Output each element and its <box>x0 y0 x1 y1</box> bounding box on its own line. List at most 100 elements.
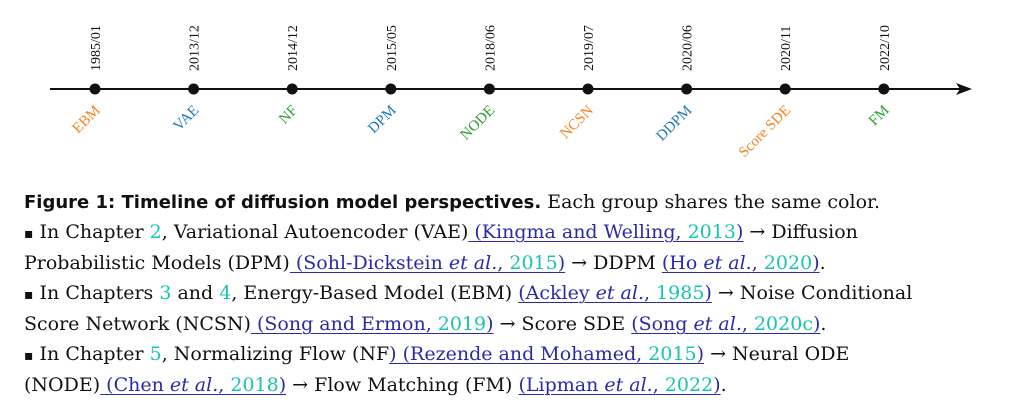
caption-text: . <box>819 252 826 274</box>
citation-song-link[interactable]: (Song et al., 2020c) <box>631 313 820 335</box>
caption-text: Probabilistic Models (DPM) <box>24 252 290 274</box>
caption-summary: Each group shares the same color. <box>541 191 881 213</box>
citation-year: 1985 <box>656 281 705 304</box>
citation-year: 2020c <box>753 313 813 335</box>
citation-year: 2019 <box>437 313 487 335</box>
timeline-event-dot <box>681 83 693 95</box>
citation-authors: (Sohl-Dickstein <box>289 252 449 274</box>
timeline-event-dot <box>779 83 791 95</box>
citation-authors: (Song <box>631 313 694 335</box>
timeline-event-dot <box>286 83 298 95</box>
timeline-event-dot <box>582 83 594 95</box>
timeline-model-label: EBM <box>70 103 104 137</box>
chapter-ref-link[interactable]: 2 <box>149 220 162 243</box>
caption-line-1: Figure 1: Timeline of diffusion model pe… <box>24 188 1009 218</box>
citation-chen-link[interactable]: (Chen et al., 2018) <box>100 374 286 396</box>
timeline-arrowhead <box>956 83 972 95</box>
timeline-date-label: 2020/11 <box>779 26 794 71</box>
timeline-event-dot <box>188 83 200 95</box>
citation-close: ) <box>486 313 494 335</box>
figure-label: Figure 1: Timeline of diffusion model pe… <box>24 192 542 213</box>
citation-authors: (Ackley <box>518 281 596 304</box>
caption-text: Score Network (NCSN) <box>24 313 251 335</box>
timeline-date-label: 2018/06 <box>483 25 498 71</box>
citation-close: ) <box>713 374 721 396</box>
citation-year: 2013 <box>687 220 736 243</box>
timeline-figure: 1985/01 EBM 2013/12 VAE 2014/12 NF 2015/05 DPM 2… <box>50 25 972 161</box>
caption-text: → Score SDE <box>493 313 632 335</box>
citation-etal: et al. <box>604 374 653 396</box>
citation-year: 2020 <box>763 252 813 274</box>
citation-sep: , <box>652 374 665 396</box>
citation-sep: , <box>741 313 754 335</box>
timeline-date-label: 2019/07 <box>582 25 597 71</box>
citation-close: ) <box>696 342 705 365</box>
caption-text: (NODE) <box>24 374 101 396</box>
citation-song-ermon-link[interactable]: (Song and Ermon, 2019) <box>251 313 494 335</box>
chapter-ref-link[interactable]: 5 <box>149 342 162 365</box>
timeline-date-label: 2020/06 <box>681 25 696 71</box>
citation-authors: ) (Rezende and Mohamed, <box>389 342 649 365</box>
citation-etal: et al. <box>703 252 752 274</box>
citation-sep: , <box>751 252 764 274</box>
citation-close: ) <box>557 252 566 274</box>
citation-kingma-welling-link[interactable]: (Kingma and Welling, 2013) <box>468 221 743 243</box>
caption-text: → Flow Matching (FM) <box>286 374 519 396</box>
citation-ho-link[interactable]: (Ho et al., 2020) <box>662 252 820 274</box>
timeline-event-dot <box>483 83 495 95</box>
timeline-model-label: VAE <box>171 103 203 135</box>
citation-authors: (Lipman <box>518 374 605 396</box>
caption-text: . <box>820 313 827 335</box>
citation-authors: (Song and Ermon, <box>250 313 438 335</box>
citation-etal: et al. <box>693 313 742 335</box>
citation-ackley-link[interactable]: (Ackley et al., 1985) <box>518 282 712 304</box>
figure-caption: Figure 1: Timeline of diffusion model pe… <box>24 188 1009 401</box>
citation-year: 2015 <box>648 342 697 365</box>
caption-text: → Diffusion <box>743 220 858 243</box>
caption-text: In Chapter <box>33 220 150 243</box>
citation-authors: (Ho <box>661 252 704 274</box>
citation-sohl-dickstein-link[interactable]: (Sohl-Dickstein et al., 2015) <box>290 252 565 274</box>
caption-text: , Normalizing Flow (NF <box>161 342 390 365</box>
citation-sep: , <box>644 281 657 304</box>
caption-text: , Energy-Based Model (EBM) <box>231 281 519 304</box>
caption-text: and <box>171 281 220 304</box>
timeline-event-dot <box>385 83 397 95</box>
citation-year: 2015 <box>509 252 558 274</box>
chapter-ref-link[interactable]: 3 <box>159 281 172 304</box>
caption-text: In Chapters <box>33 281 160 304</box>
timeline-model-label: NODE <box>457 103 498 144</box>
citation-sep: , <box>497 252 510 274</box>
timeline-model-label: DPM <box>365 103 399 137</box>
timeline-event-dot <box>878 83 890 95</box>
caption-text: → Neural ODE <box>704 342 850 365</box>
timeline-date-label: 2022/10 <box>878 25 893 71</box>
caption-text: → DDPM <box>565 252 662 274</box>
citation-etal: et al. <box>595 281 644 304</box>
citation-close: ) <box>278 374 287 396</box>
citation-year: 2018 <box>230 374 279 396</box>
citation-close: ) <box>735 220 744 243</box>
timeline-date-label: 2014/12 <box>286 25 301 71</box>
citation-close: ) <box>812 313 821 335</box>
citation-lipman-link[interactable]: (Lipman et al., 2022) <box>518 374 720 396</box>
caption-line-4: ▪ In Chapters 3 and 4, Energy-Based Mode… <box>24 279 1009 311</box>
timeline-date-label: 2013/12 <box>188 25 203 71</box>
caption-text: In Chapter <box>33 342 150 365</box>
bullet-icon: ▪ <box>24 347 34 364</box>
citation-authors: (Kingma and Welling, <box>468 220 688 243</box>
caption-line-2: ▪ In Chapter 2, Variational Autoencoder … <box>24 218 1009 250</box>
bullet-icon: ▪ <box>24 286 34 303</box>
bullet-icon: ▪ <box>24 225 34 242</box>
caption-text: , Variational Autoencoder (VAE) <box>161 220 469 243</box>
citation-etal: et al. <box>169 374 219 396</box>
caption-line-7: (NODE) (Chen et al., 2018) → Flow Matchi… <box>24 371 1009 401</box>
citation-year: 2022 <box>664 374 714 396</box>
timeline-event-dot <box>89 83 101 95</box>
timeline-date-label: 2015/05 <box>385 25 400 71</box>
timeline-model-label: DDPM <box>653 103 695 145</box>
timeline-model-label: NF <box>276 103 301 128</box>
citation-close: ) <box>704 281 712 304</box>
citation-rezende-mohamed-link[interactable]: ) (Rezende and Mohamed, 2015) <box>389 343 704 365</box>
chapter-ref-link[interactable]: 4 <box>219 281 232 304</box>
